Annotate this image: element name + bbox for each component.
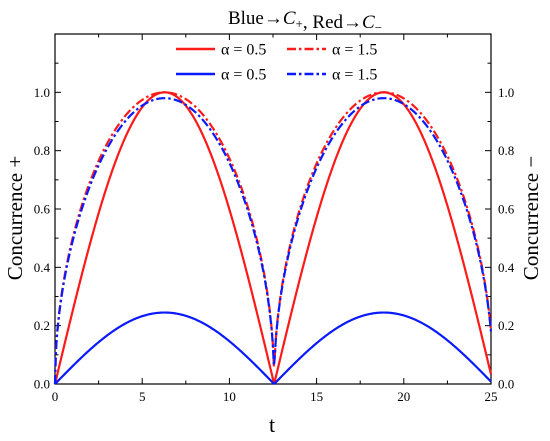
- series-line-1: [53, 91, 493, 385]
- legend: α = 0.5 α = 1.5 α = 0.5 α = 1.5: [176, 42, 377, 84]
- y-tick-label-left: 0.2: [34, 318, 50, 333]
- y-tick-label-left: 0.0: [34, 377, 50, 392]
- chart-title: Blue→C+, Red→C−: [228, 8, 382, 35]
- legend-label-1: α = 0.5: [221, 42, 266, 59]
- y-tick-label-left: 0.6: [34, 202, 51, 217]
- x-tick-label: 15: [310, 389, 323, 404]
- x-tick-label: 20: [397, 389, 410, 404]
- y-axis-right-label: Concurrence −: [519, 156, 543, 280]
- y-tick-label-right: 1.0: [498, 85, 514, 100]
- x-tick-label: 25: [485, 389, 498, 404]
- y-tick-label-left: 0.8: [34, 143, 50, 158]
- y-tick-label-right: 0.8: [498, 143, 514, 158]
- y-tick-label-right: 0.6: [498, 202, 515, 217]
- y-tick-label-right: 0.2: [498, 318, 514, 333]
- series-line-3: [54, 311, 492, 385]
- plot-series: [53, 91, 493, 385]
- legend-label-3: α = 0.5: [221, 67, 266, 84]
- plot-frame: [54, 33, 492, 385]
- y-axis-left-label: Concurrence +: [3, 156, 27, 280]
- x-tick-label: 10: [223, 389, 236, 404]
- legend-label-4: α = 1.5: [332, 67, 377, 84]
- x-tick-label: 5: [139, 389, 146, 404]
- y-tick-label-right: 0.0: [498, 377, 514, 392]
- x-tick-label: 0: [52, 389, 59, 404]
- y-tick-label-right: 0.4: [498, 260, 515, 275]
- legend-label-2: α = 1.5: [332, 42, 377, 59]
- y-tick-label-left: 1.0: [34, 85, 50, 100]
- y-tick-label-left: 0.4: [34, 260, 51, 275]
- x-axis-label: t: [269, 412, 275, 437]
